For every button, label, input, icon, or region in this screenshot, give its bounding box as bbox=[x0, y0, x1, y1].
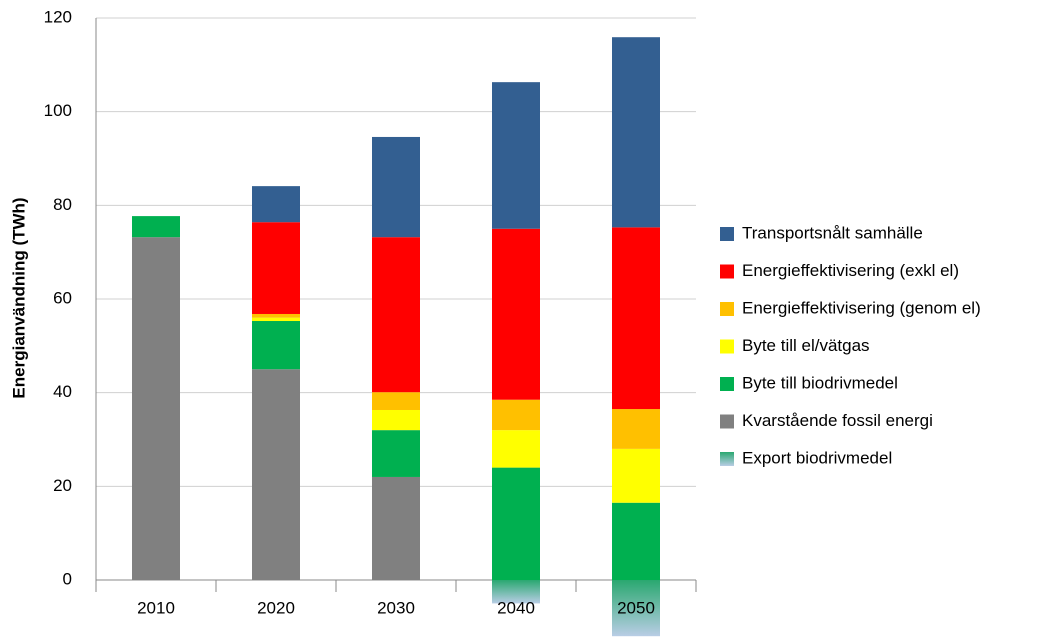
bar-segment bbox=[372, 136, 420, 238]
bar-segment bbox=[612, 580, 660, 637]
legend-swatch bbox=[720, 339, 734, 354]
legend-swatch bbox=[720, 414, 734, 429]
x-tick-label: 2040 bbox=[497, 598, 535, 617]
y-tick-label: 20 bbox=[53, 476, 72, 495]
legend-label: Energieffektivisering (genom el) bbox=[742, 298, 981, 317]
bar-segment bbox=[252, 313, 300, 318]
bar-segment bbox=[492, 467, 540, 580]
y-tick-label: 120 bbox=[44, 7, 72, 26]
bar-segment bbox=[252, 369, 300, 580]
legend-swatch bbox=[720, 377, 734, 391]
legend-label: Transportsnålt samhälle bbox=[742, 223, 923, 242]
bar-segment bbox=[132, 237, 180, 580]
bar-segment bbox=[612, 502, 660, 580]
y-tick-label: 60 bbox=[53, 288, 72, 307]
y-tick-label: 40 bbox=[53, 382, 72, 401]
bar-segment bbox=[132, 216, 180, 238]
x-tick-label: 2020 bbox=[257, 598, 295, 617]
bar-segment bbox=[492, 82, 540, 229]
bar-segment bbox=[492, 580, 540, 604]
x-tick-label: 2010 bbox=[137, 598, 175, 617]
bar-segment bbox=[492, 430, 540, 468]
x-tick-label: 2030 bbox=[377, 598, 415, 617]
bar-segment bbox=[252, 186, 300, 223]
bar-segment bbox=[612, 227, 660, 410]
legend-label: Export biodrivmedel bbox=[742, 448, 892, 467]
legend-label: Byte till biodrivmedel bbox=[742, 373, 898, 392]
y-tick-label: 80 bbox=[53, 195, 72, 214]
y-tick-label: 100 bbox=[44, 101, 72, 120]
bar-segment bbox=[372, 409, 420, 431]
y-tick-label: 0 bbox=[63, 569, 72, 588]
bar-segment bbox=[372, 430, 420, 477]
bar-segment bbox=[492, 399, 540, 431]
legend-swatch bbox=[720, 452, 734, 466]
bar-segment bbox=[252, 317, 300, 322]
legend-label: Kvarstående fossil energi bbox=[742, 411, 933, 430]
legend-swatch bbox=[720, 264, 734, 279]
x-tick-label: 2050 bbox=[617, 598, 655, 617]
legend-label: Energieffektivisering (exkl el) bbox=[742, 261, 959, 280]
y-axis-label: Energianvändning (TWh) bbox=[9, 197, 28, 398]
legend-swatch bbox=[720, 302, 734, 316]
bar-segment bbox=[252, 321, 300, 370]
bar-segment bbox=[372, 476, 420, 580]
bar-segment bbox=[372, 392, 420, 410]
bar-segment bbox=[612, 448, 660, 503]
bar-segment bbox=[372, 237, 420, 393]
legend-swatch bbox=[720, 227, 734, 241]
bar-segment bbox=[612, 37, 660, 228]
bar-segment bbox=[612, 409, 660, 449]
legend-label: Byte till el/vätgas bbox=[742, 336, 870, 355]
bar-segment bbox=[252, 222, 300, 314]
bar-segment bbox=[492, 228, 540, 400]
